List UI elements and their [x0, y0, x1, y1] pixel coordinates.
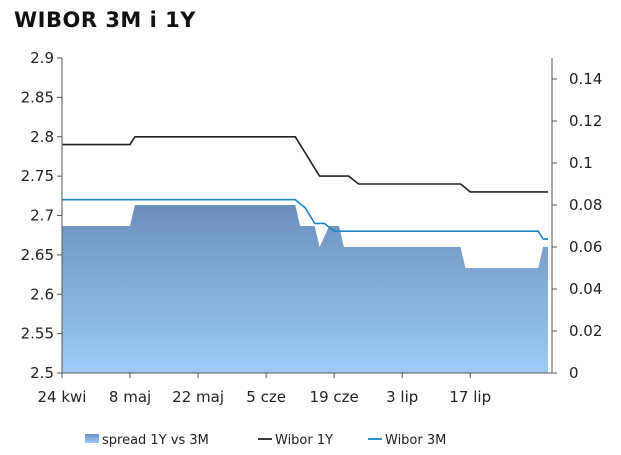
legend: spread 1Y vs 3M Wibor 1Y Wibor 3M — [85, 433, 446, 448]
left-tick-label: 2.65 — [21, 246, 54, 264]
right-tick-label: 0.02 — [569, 322, 602, 340]
right-tick-label: 0.14 — [569, 70, 602, 88]
left-tick-label: 2.7 — [30, 207, 54, 225]
left-tick-label: 2.75 — [21, 167, 54, 185]
x-tick-label: 19 cze — [310, 388, 359, 406]
x-tick-label: 8 maj — [109, 388, 151, 406]
legend-label: Wibor 3M — [385, 433, 446, 448]
legend-label: Wibor 1Y — [275, 433, 333, 448]
right-tick-label: 0.1 — [569, 154, 593, 172]
right-tick-label: 0.06 — [569, 238, 602, 256]
left-tick-label: 2.9 — [30, 49, 54, 67]
left-tick-label: 2.5 — [30, 364, 54, 382]
right-tick-label: 0.08 — [569, 196, 602, 214]
chart-title: WIBOR 3M i 1Y — [14, 8, 196, 32]
left-tick-label: 2.85 — [21, 88, 54, 106]
x-tick-label: 3 lip — [386, 388, 418, 406]
x-tick-label: 17 lip — [449, 388, 491, 406]
series-area-spread — [62, 205, 548, 373]
x-tick-label: 5 cze — [246, 388, 286, 406]
right-tick-label: 0.12 — [569, 112, 602, 130]
right-tick-label: 0.04 — [569, 280, 602, 298]
x-tick-label: 24 kwi — [38, 388, 87, 406]
series-line-2 — [62, 198, 548, 240]
right-tick-label: 0 — [569, 364, 579, 382]
left-tick-label: 2.8 — [30, 128, 54, 146]
legend-label: spread 1Y vs 3M — [102, 433, 209, 448]
x-tick-label: 22 maj — [172, 388, 224, 406]
legend-swatch-spread — [85, 434, 99, 443]
series-line-1 — [62, 136, 548, 193]
plot-area — [62, 136, 548, 373]
left-tick-label: 2.6 — [30, 285, 54, 303]
left-tick-label: 2.55 — [21, 325, 54, 343]
axes: 2.5 2.55 2.6 2.65 2.7 2.75 2.8 2.85 2.9 0 0.02 0.04… — [21, 49, 603, 406]
